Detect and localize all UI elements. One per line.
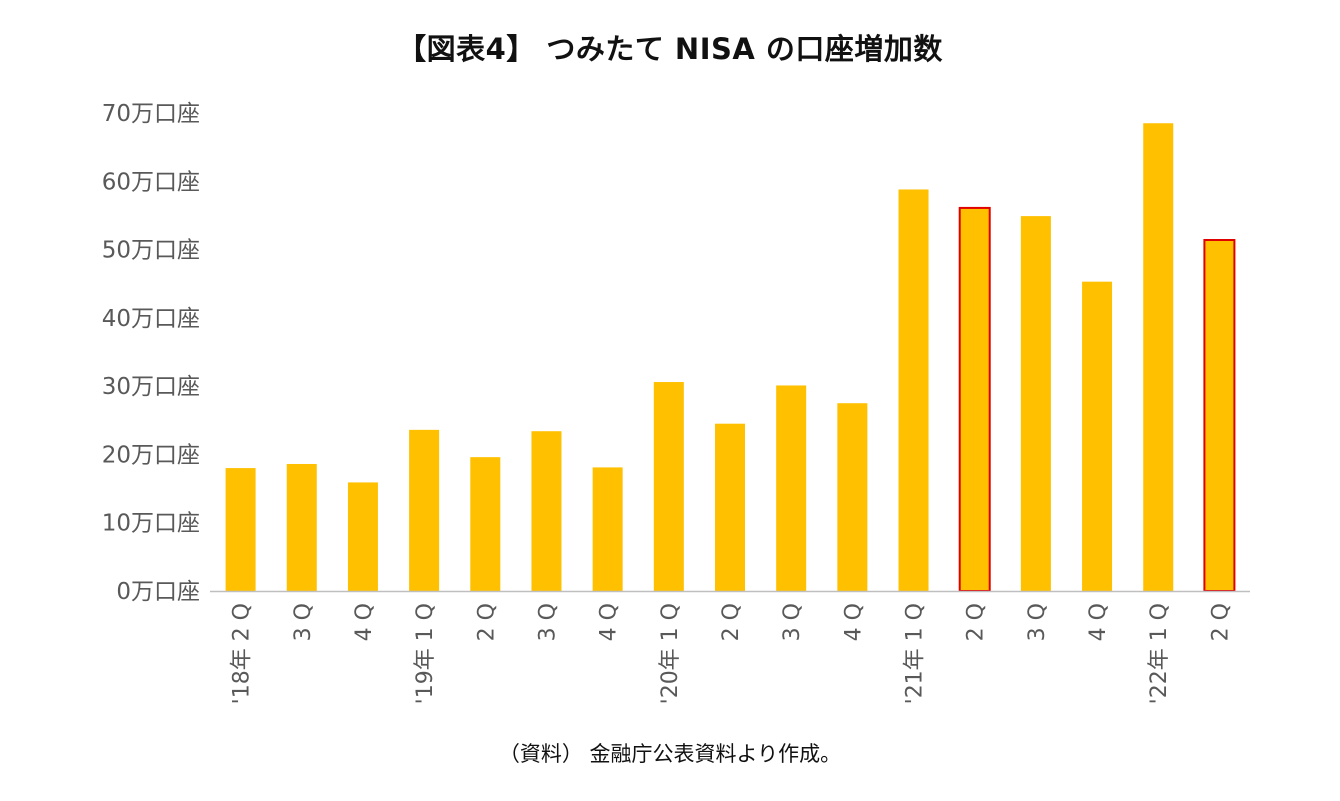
bar	[898, 189, 929, 592]
bar	[776, 385, 807, 591]
bar	[286, 463, 317, 591]
y-tick-label: 0万口座	[116, 579, 200, 605]
y-tick-label: 20万口座	[102, 442, 200, 468]
x-tick-label: 2 Q	[719, 603, 744, 641]
x-tick-label: 2 Q	[964, 603, 989, 641]
bars	[225, 123, 1236, 593]
y-tick-label: 10万口座	[102, 511, 200, 537]
bar	[653, 382, 684, 591]
chart-title: 【図表4】 つみたて NISA の口座増加数	[397, 32, 943, 66]
x-tick-label: 3 Q	[1025, 603, 1050, 641]
x-tick-label: '19年 1 Q	[413, 603, 438, 704]
x-tick-label: 3 Q	[291, 603, 316, 641]
y-tick-label: 60万口座	[102, 169, 200, 195]
x-tick-label: 4 Q	[1086, 603, 1111, 641]
x-tick-label: '20年 1 Q	[658, 603, 683, 704]
bar	[715, 423, 745, 591]
x-axis-ticks: '18年 2 Q 3 Q 4 Q '19年 1 Q 2 Q 3 Q 4 Q '20年 1 Q 2…	[230, 603, 1234, 704]
bar	[1082, 281, 1113, 591]
x-tick-label: 3 Q	[535, 603, 560, 641]
y-tick-label: 40万口座	[102, 306, 200, 332]
bar	[470, 457, 501, 591]
bar	[592, 467, 623, 591]
bar	[1020, 216, 1051, 591]
bar	[531, 431, 562, 591]
x-tick-label: 4 Q	[597, 603, 622, 641]
x-tick-label: 2 Q	[1208, 603, 1233, 641]
x-tick-label: 2 Q	[474, 603, 499, 641]
x-tick-label: '18年 2 Q	[230, 603, 255, 704]
bar	[225, 468, 256, 591]
bar-highlighted	[958, 206, 991, 592]
x-tick-label: '21年 1 Q	[903, 603, 928, 704]
bar-highlighted	[1203, 239, 1236, 593]
y-tick-label: 50万口座	[102, 238, 200, 264]
source-note: （資料） 金融庁公表資料より作成。	[498, 742, 842, 766]
x-tick-label: '22年 1 Q	[1147, 603, 1172, 704]
bar	[837, 403, 868, 591]
x-tick-label: 3 Q	[780, 603, 805, 641]
bar	[409, 429, 440, 591]
x-tick-label: 4 Q	[352, 603, 377, 641]
bar	[347, 482, 378, 591]
bar	[1143, 123, 1174, 591]
y-axis-ticks: 0万口座 10万口座 20万口座 30万口座 40万口座 50万口座 60万口座 70万口座	[102, 101, 200, 605]
y-tick-label: 70万口座	[102, 101, 200, 127]
x-tick-label: 4 Q	[841, 603, 866, 641]
y-tick-label: 30万口座	[102, 374, 200, 400]
